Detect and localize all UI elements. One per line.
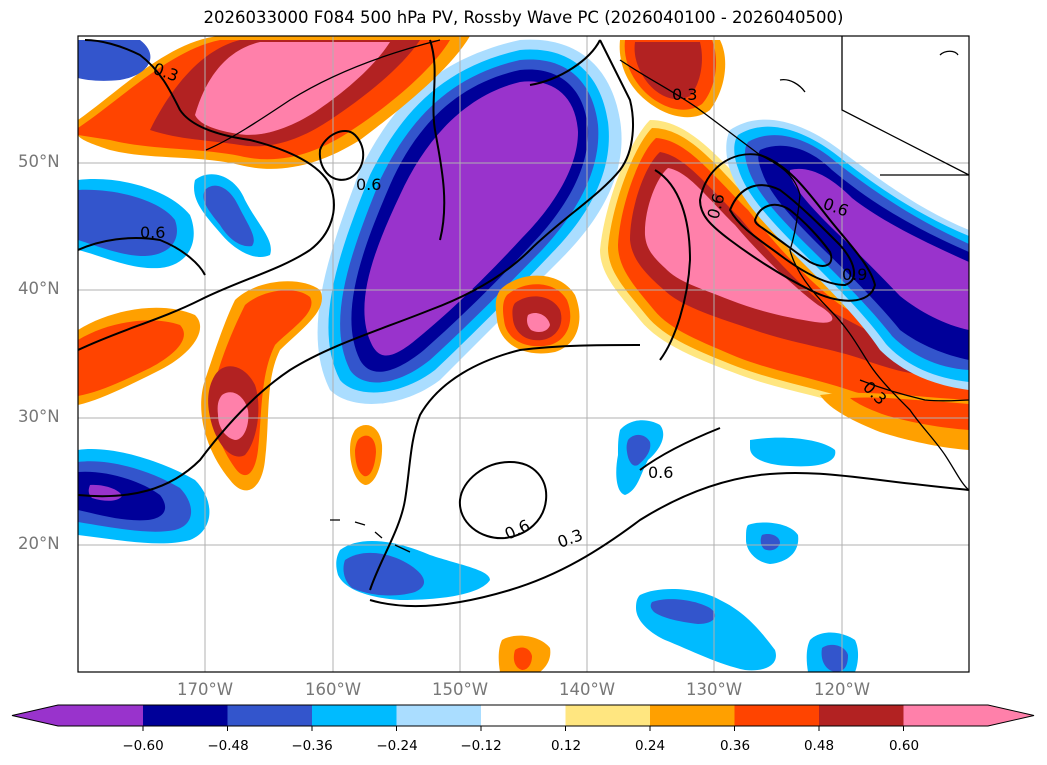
lon-label: 170°W bbox=[176, 680, 234, 699]
lon-label: 160°W bbox=[304, 680, 362, 699]
colorbar-outline bbox=[11, 704, 1035, 727]
colorbar-segment bbox=[396, 705, 482, 726]
colorbar-segment bbox=[481, 705, 566, 726]
lat-label: 30°N bbox=[18, 407, 60, 426]
colorbar-segment bbox=[312, 705, 397, 726]
filled-contours: 0.3 0.6 0.6 0.6 0.6 0.6 0.6 0.3 0.9 0.3 … bbox=[78, 36, 969, 672]
central-negative-anomaly bbox=[317, 39, 622, 404]
lon-label: 120°W bbox=[813, 680, 871, 699]
colorbar-segment bbox=[903, 705, 988, 726]
colorbar-segment bbox=[58, 705, 143, 726]
graticule bbox=[78, 36, 969, 672]
colorbar-tick: −0.12 bbox=[460, 738, 502, 754]
lon-label: 140°W bbox=[558, 680, 616, 699]
map-frame bbox=[77, 35, 970, 673]
colorbar-tick: 0.12 bbox=[550, 738, 582, 754]
map-title: 2026033000 F084 500 hPa PV, Rossby Wave … bbox=[203, 8, 844, 27]
contour-label: 0.6 bbox=[140, 223, 165, 242]
colorbar-tick: 0.36 bbox=[719, 738, 751, 754]
colorbar-segment bbox=[734, 705, 820, 726]
colorbar-tick: 0.60 bbox=[888, 738, 920, 754]
lat-label: 40°N bbox=[18, 279, 60, 298]
contour-label: 0.6 bbox=[648, 463, 673, 482]
lon-label: 130°W bbox=[685, 680, 743, 699]
colorbar-extend-high bbox=[988, 705, 1034, 726]
pc-contours bbox=[78, 39, 969, 608]
colorbar-tick: 0.24 bbox=[634, 738, 666, 754]
contour-label: 0.9 bbox=[842, 265, 867, 284]
colorbar-tick: −0.48 bbox=[207, 738, 249, 754]
eastern-positive-anomaly bbox=[600, 120, 969, 450]
lon-label: 150°W bbox=[431, 680, 489, 699]
colorbar-tick: 0.48 bbox=[803, 738, 835, 754]
colorbar-tick: −0.60 bbox=[122, 738, 164, 754]
colorbar-extend-low bbox=[12, 705, 58, 726]
colorbar-tick: −0.36 bbox=[291, 738, 333, 754]
contour-label: 0.3 bbox=[672, 85, 697, 104]
northwest-positive-anomaly bbox=[78, 36, 470, 169]
colorbar bbox=[11, 704, 1035, 731]
colorbar-segment bbox=[143, 705, 228, 726]
colorbar-tick: −0.24 bbox=[376, 738, 418, 754]
colorbar-segment bbox=[650, 705, 735, 726]
colorbar-segment bbox=[227, 705, 313, 726]
colorbar-segment bbox=[565, 705, 651, 726]
coastlines bbox=[205, 36, 969, 553]
colorbar-segment bbox=[819, 705, 904, 726]
contour-label: 0.6 bbox=[356, 175, 381, 194]
lat-label: 20°N bbox=[18, 534, 60, 553]
lat-label: 50°N bbox=[18, 152, 60, 171]
